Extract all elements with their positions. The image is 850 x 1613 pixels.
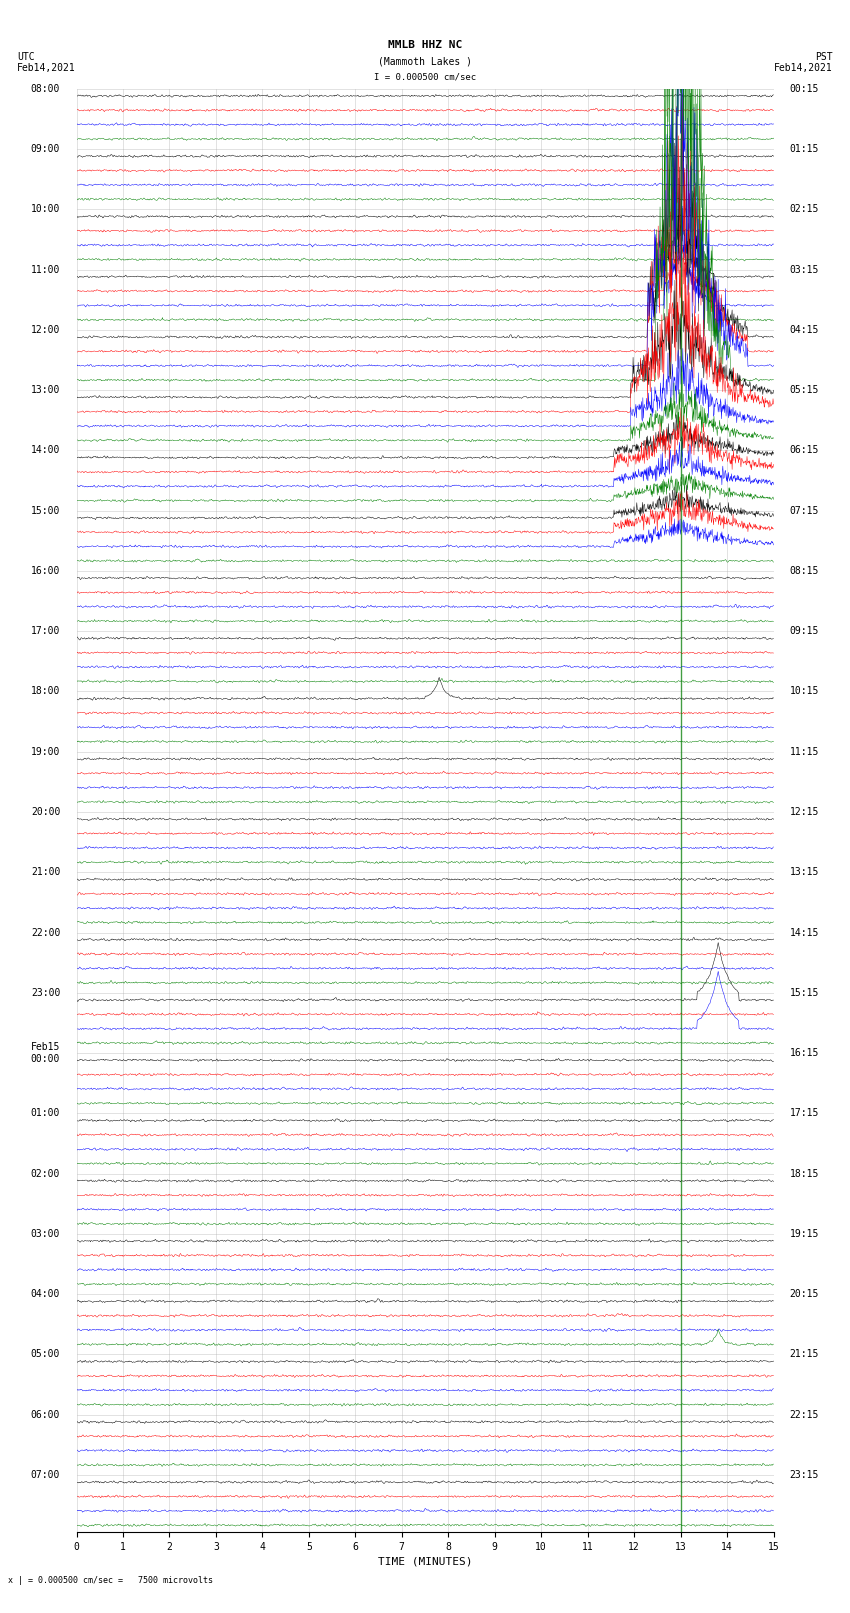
Text: 03:15: 03:15 [790, 265, 819, 274]
Text: 13:00: 13:00 [31, 386, 60, 395]
Text: x | = 0.000500 cm/sec =   7500 microvolts: x | = 0.000500 cm/sec = 7500 microvolts [8, 1576, 213, 1586]
X-axis label: TIME (MINUTES): TIME (MINUTES) [377, 1557, 473, 1566]
Text: 15:00: 15:00 [31, 505, 60, 516]
Text: 16:00: 16:00 [31, 566, 60, 576]
Text: 04:15: 04:15 [790, 324, 819, 336]
Text: 08:15: 08:15 [790, 566, 819, 576]
Text: 23:00: 23:00 [31, 987, 60, 998]
Text: 05:15: 05:15 [790, 386, 819, 395]
Text: (Mammoth Lakes ): (Mammoth Lakes ) [378, 56, 472, 66]
Text: 03:00: 03:00 [31, 1229, 60, 1239]
Text: 10:00: 10:00 [31, 205, 60, 215]
Text: 01:00: 01:00 [31, 1108, 60, 1118]
Text: 19:00: 19:00 [31, 747, 60, 756]
Text: 20:15: 20:15 [790, 1289, 819, 1298]
Text: Feb15
00:00: Feb15 00:00 [31, 1042, 60, 1065]
Text: 21:00: 21:00 [31, 868, 60, 877]
Text: 09:15: 09:15 [790, 626, 819, 636]
Text: 12:15: 12:15 [790, 806, 819, 816]
Text: 11:15: 11:15 [790, 747, 819, 756]
Text: 22:15: 22:15 [790, 1410, 819, 1419]
Text: 19:15: 19:15 [790, 1229, 819, 1239]
Text: 00:15: 00:15 [790, 84, 819, 94]
Text: 02:00: 02:00 [31, 1168, 60, 1179]
Text: 09:00: 09:00 [31, 144, 60, 153]
Text: 16:15: 16:15 [790, 1048, 819, 1058]
Text: 20:00: 20:00 [31, 806, 60, 816]
Text: 17:15: 17:15 [790, 1108, 819, 1118]
Text: 22:00: 22:00 [31, 927, 60, 937]
Text: PST
Feb14,2021: PST Feb14,2021 [774, 52, 833, 73]
Text: I = 0.000500 cm/sec: I = 0.000500 cm/sec [374, 73, 476, 82]
Text: 14:00: 14:00 [31, 445, 60, 455]
Text: 15:15: 15:15 [790, 987, 819, 998]
Text: 14:15: 14:15 [790, 927, 819, 937]
Text: 18:00: 18:00 [31, 687, 60, 697]
Text: 01:15: 01:15 [790, 144, 819, 153]
Text: 02:15: 02:15 [790, 205, 819, 215]
Text: 21:15: 21:15 [790, 1350, 819, 1360]
Text: 18:15: 18:15 [790, 1168, 819, 1179]
Text: 08:00: 08:00 [31, 84, 60, 94]
Text: 06:15: 06:15 [790, 445, 819, 455]
Text: 12:00: 12:00 [31, 324, 60, 336]
Text: 06:00: 06:00 [31, 1410, 60, 1419]
Text: 13:15: 13:15 [790, 868, 819, 877]
Text: 23:15: 23:15 [790, 1469, 819, 1481]
Text: 05:00: 05:00 [31, 1350, 60, 1360]
Text: 10:15: 10:15 [790, 687, 819, 697]
Text: MMLB HHZ NC: MMLB HHZ NC [388, 40, 462, 50]
Text: 04:00: 04:00 [31, 1289, 60, 1298]
Text: 07:15: 07:15 [790, 505, 819, 516]
Text: 07:00: 07:00 [31, 1469, 60, 1481]
Text: UTC
Feb14,2021: UTC Feb14,2021 [17, 52, 76, 73]
Text: 11:00: 11:00 [31, 265, 60, 274]
Text: 17:00: 17:00 [31, 626, 60, 636]
